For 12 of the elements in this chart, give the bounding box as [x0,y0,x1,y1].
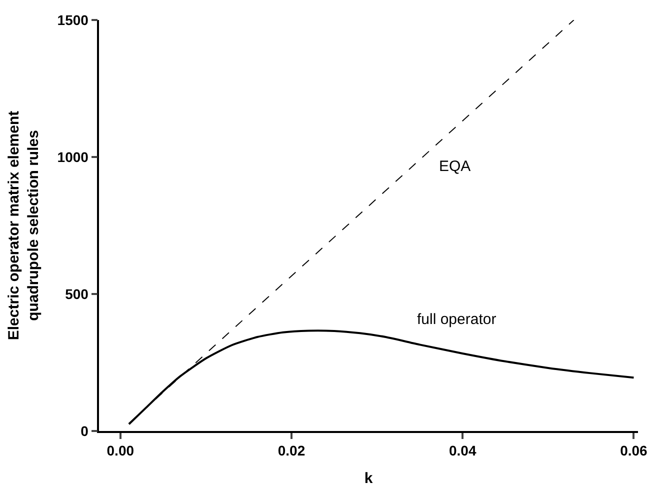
y-tick-label: 1000 [57,148,89,165]
annotation: full operator [417,311,496,328]
y-tick-label: 500 [65,286,89,302]
y-axis-title: Electric operator matrix element quadrupole selection rules [6,110,42,340]
x-tick-label: 0.02 [278,442,306,459]
x-tick-label: 0.06 [620,442,648,459]
x-tick-label: 0.04 [448,442,476,459]
x-axis-title: k [364,470,374,488]
y-tick-label: 0 [80,422,89,439]
x-tick-label: 0.00 [106,442,134,459]
y-tick-label: 1500 [57,12,89,28]
annotation: EQA [439,158,471,175]
